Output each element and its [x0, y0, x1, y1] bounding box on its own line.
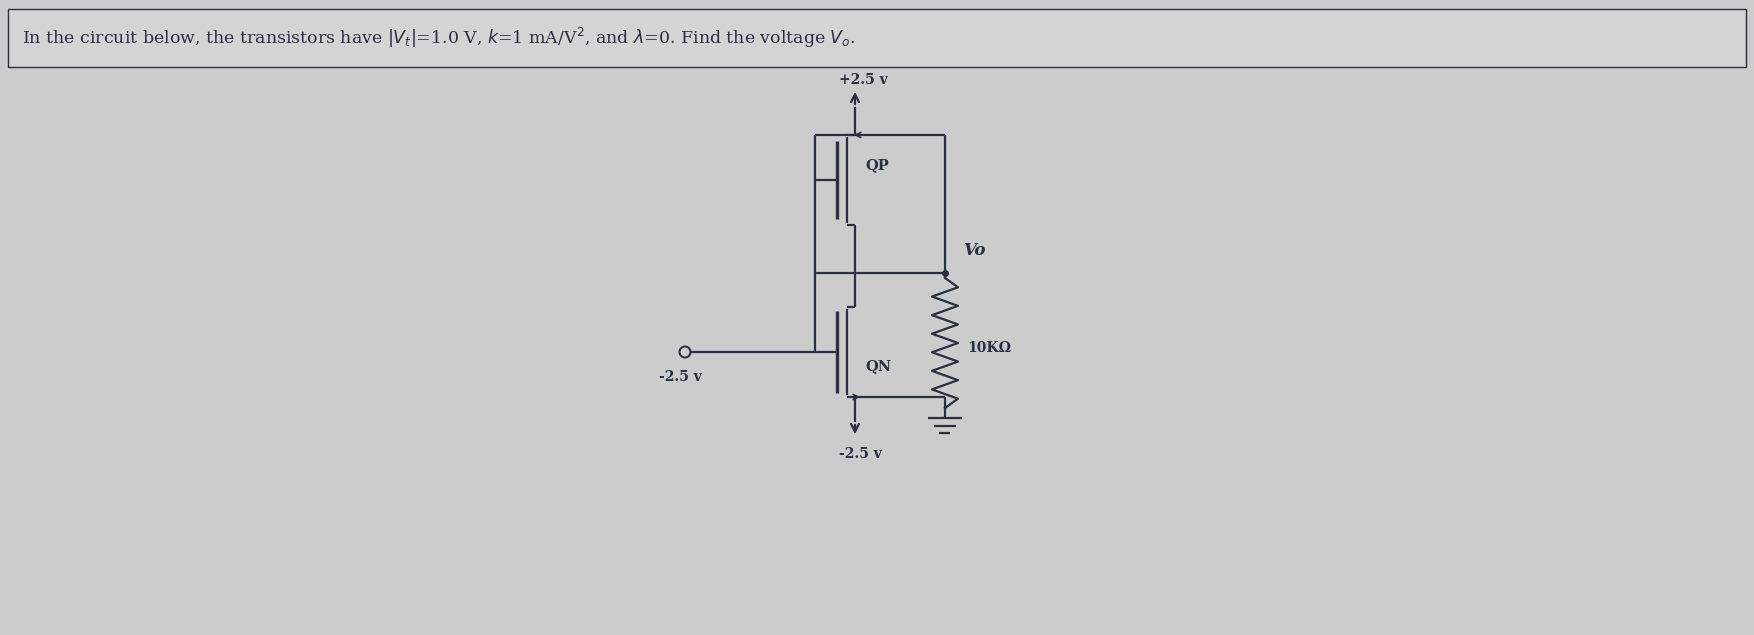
Text: -2.5 v: -2.5 v: [838, 447, 882, 461]
Text: -2.5 v: -2.5 v: [658, 370, 702, 384]
Text: 10KΩ: 10KΩ: [966, 341, 1010, 355]
Text: +2.5 v: +2.5 v: [838, 73, 888, 87]
Text: In the circuit below, the transistors have $|V_t|$=1.0 V, $k$=1 mA/V$^2$, and $\: In the circuit below, the transistors ha…: [23, 26, 856, 50]
Text: QN: QN: [865, 359, 891, 373]
Text: Vo: Vo: [963, 243, 986, 260]
Text: QP: QP: [865, 158, 889, 172]
FancyBboxPatch shape: [9, 9, 1745, 67]
